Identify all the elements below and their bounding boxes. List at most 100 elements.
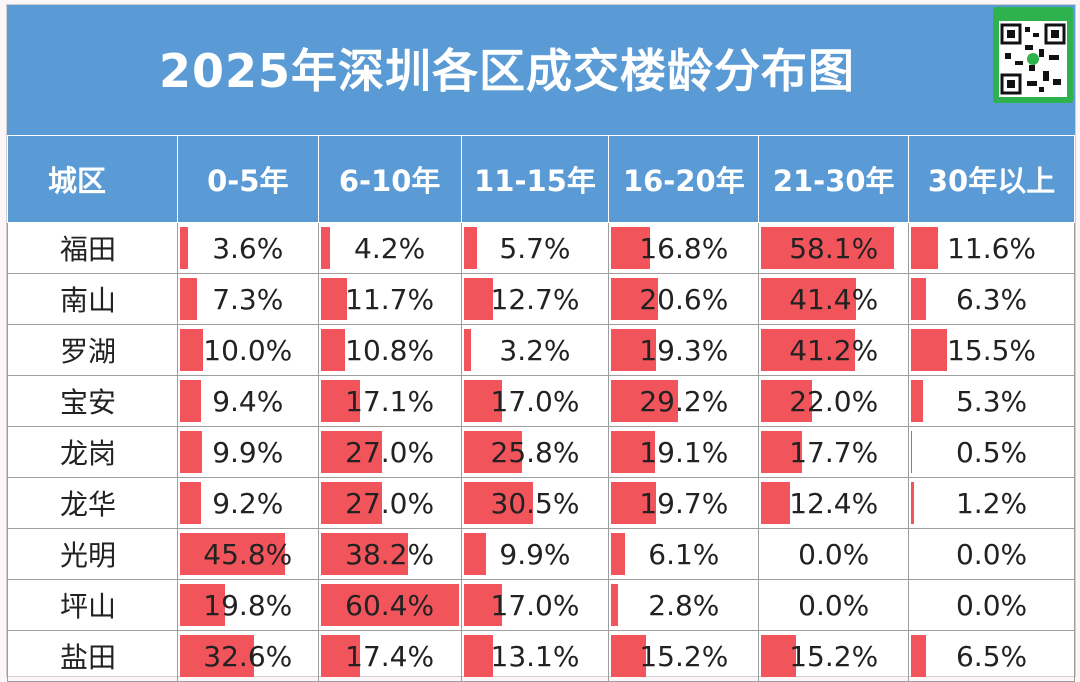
data-bar: [611, 227, 650, 269]
header-col-21-30: 21-30年: [758, 135, 910, 223]
district-label: 罗湖: [7, 324, 178, 376]
data-cell: 29.2%: [608, 375, 760, 427]
data-label: 25.8%: [490, 435, 580, 469]
data-label: 19.7%: [639, 486, 729, 520]
table-row: 龙华 9.2% 27.0% 30.5% 19.7% 12.4% 1.2%: [7, 477, 1075, 529]
data-bar: [179, 431, 203, 473]
table-row: 罗湖 10.0% 10.8% 3.2% 19.3% 41.2% 15.5%: [7, 324, 1075, 376]
data-bar: [611, 533, 626, 575]
data-bar: [911, 431, 913, 473]
data-cell: 3.2%: [460, 324, 610, 376]
data-bar: [611, 431, 656, 473]
header-row: 城区 0-5年 6-10年 11-15年 16-20年 21-30年 30年以上: [7, 135, 1075, 223]
data-cell: 19.3%: [608, 324, 760, 376]
district-label: 盐田: [7, 630, 178, 682]
data-label: 5.3%: [955, 384, 1028, 418]
data-label: 15.5%: [947, 333, 1037, 367]
header-col-11-15: 11-15年: [460, 135, 610, 223]
data-cell: 17.0%: [460, 375, 610, 427]
data-cell: 13.1%: [460, 630, 610, 682]
data-bar: [463, 278, 493, 320]
data-cell: 17.7%: [758, 426, 910, 478]
data-label: 15.2%: [789, 639, 879, 673]
data-cell: 25.8%: [460, 426, 610, 478]
data-bar: [463, 380, 503, 422]
qr-code-icon: [993, 7, 1073, 103]
data-label: 9.9%: [499, 537, 571, 571]
data-label: 32.6%: [203, 639, 293, 673]
data-label: 17.0%: [490, 588, 580, 622]
data-label: 6.1%: [648, 537, 720, 571]
data-label: 0.0%: [798, 537, 870, 571]
data-label: 6.3%: [955, 282, 1028, 316]
data-label: 10.0%: [203, 333, 293, 367]
data-label: 3.2%: [499, 333, 571, 367]
data-label: 11.6%: [947, 231, 1037, 265]
data-table: 城区 0-5年 6-10年 11-15年 16-20年 21-30年 30年以上…: [7, 135, 1075, 682]
data-cell: 17.1%: [317, 375, 462, 427]
data-label: 20.6%: [639, 282, 729, 316]
data-label: 11.7%: [345, 282, 435, 316]
data-label: 41.4%: [789, 282, 879, 316]
data-bar: [179, 227, 189, 269]
data-bar: [320, 533, 408, 575]
table-row: 宝安 9.4% 17.1% 17.0% 29.2% 22.0% 5.3%: [7, 375, 1075, 427]
data-label: 0.0%: [955, 537, 1028, 571]
data-bar: [320, 329, 346, 371]
data-label: 5.7%: [499, 231, 571, 265]
data-cell: 19.7%: [608, 477, 760, 529]
data-bar: [911, 329, 947, 371]
data-cell: 9.9%: [460, 528, 610, 580]
data-bar: [463, 431, 523, 473]
table-row: 盐田 32.6% 17.4% 13.1% 15.2% 15.2% 6.5%: [7, 630, 1075, 682]
data-bar: [911, 482, 914, 524]
data-label: 12.4%: [789, 486, 879, 520]
header-col-16-20: 16-20年: [608, 135, 760, 223]
data-label: 58.1%: [789, 231, 879, 265]
data-bar: [761, 278, 856, 320]
data-bar: [320, 431, 383, 473]
data-label: 2.8%: [648, 588, 720, 622]
data-bar: [179, 482, 201, 524]
data-cell: 27.0%: [317, 477, 462, 529]
data-cell: 0.0%: [758, 579, 910, 631]
data-label: 22.0%: [789, 384, 879, 418]
table-row: 南山 7.3% 11.7% 12.7% 20.6% 41.4% 6.3%: [7, 273, 1075, 325]
data-bar: [179, 329, 203, 371]
data-bar: [463, 227, 477, 269]
data-bar: [911, 635, 926, 677]
data-cell: 0.5%: [908, 426, 1075, 478]
data-label: 29.2%: [639, 384, 729, 418]
table-row: 光明 45.8% 38.2% 9.9% 6.1% 0.0% 0.0%: [7, 528, 1075, 580]
data-bar: [911, 227, 938, 269]
data-cell: 12.4%: [758, 477, 910, 529]
data-bar: [611, 380, 679, 422]
data-bar: [179, 533, 285, 575]
data-cell: 15.2%: [608, 630, 760, 682]
data-label: 7.3%: [212, 282, 284, 316]
data-cell: 10.8%: [317, 324, 462, 376]
data-label: 4.2%: [354, 231, 426, 265]
data-bar: [611, 329, 656, 371]
data-bar: [179, 278, 197, 320]
data-cell: 0.0%: [908, 528, 1075, 580]
data-label: 60.4%: [345, 588, 435, 622]
table-row: 坪山 19.8% 60.4% 17.0% 2.8% 0.0% 0.0%: [7, 579, 1075, 631]
data-cell: 5.7%: [460, 222, 610, 274]
data-cell: 0.0%: [908, 579, 1075, 631]
table-body: 福田 3.6% 4.2% 5.7% 16.8% 58.1% 11.6% 南山 7.3% 11.7%…: [7, 222, 1075, 682]
data-label: 3.6%: [212, 231, 284, 265]
data-bar: [463, 533, 487, 575]
district-label: 南山: [7, 273, 178, 325]
data-cell: 11.7%: [317, 273, 462, 325]
data-bar: [761, 227, 894, 269]
data-cell: 9.2%: [176, 477, 319, 529]
data-cell: 7.3%: [176, 273, 319, 325]
data-label: 17.1%: [345, 384, 435, 418]
district-label: 龙华: [7, 477, 178, 529]
data-cell: 15.2%: [758, 630, 910, 682]
chart-frame: 2025年深圳各区成交楼龄分布图: [6, 4, 1076, 682]
data-cell: 16.8%: [608, 222, 760, 274]
data-cell: 45.8%: [176, 528, 319, 580]
data-bar: [320, 278, 348, 320]
